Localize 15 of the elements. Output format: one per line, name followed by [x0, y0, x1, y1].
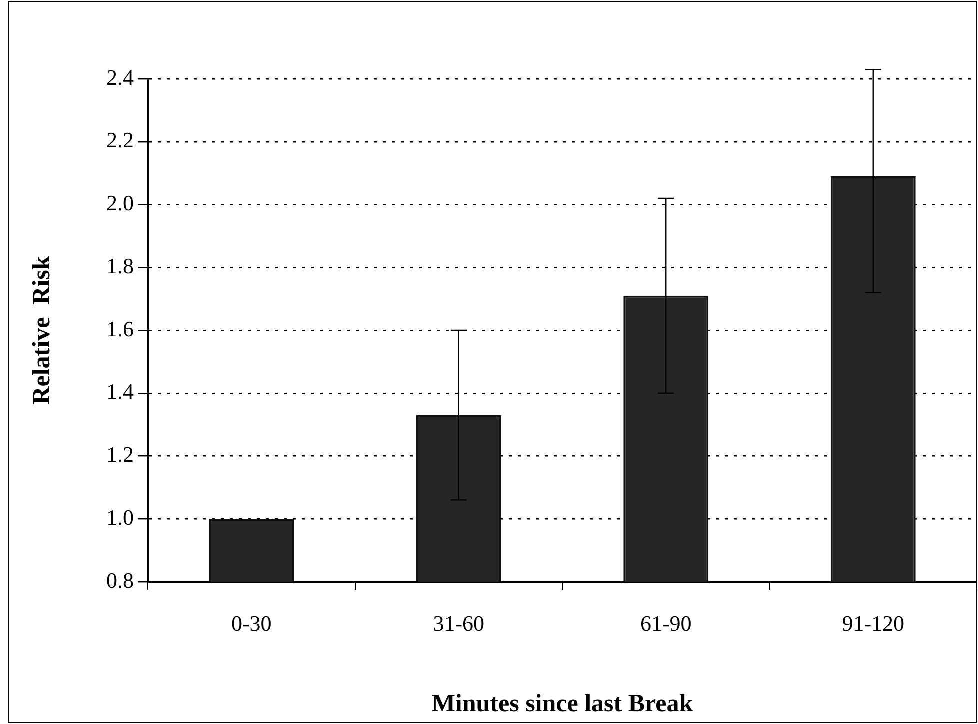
- x-axis-title: Minutes since last Break: [432, 690, 694, 718]
- x-tick-label: 91-120: [842, 610, 905, 636]
- y-tick-label: 2.0: [106, 190, 134, 216]
- y-tick-label: 1.0: [106, 504, 134, 530]
- y-tick-label: 1.6: [106, 316, 134, 342]
- x-tick-label: 0-30: [231, 610, 272, 636]
- y-tick-label: 1.4: [106, 379, 134, 404]
- y-axis-title: Relative Risk: [28, 256, 56, 405]
- y-tick-label: 2.4: [106, 64, 134, 90]
- y-tick-label: 1.2: [106, 442, 134, 468]
- y-tick-label: 1.8: [106, 253, 134, 278]
- y-tick-label: 0.8: [106, 568, 134, 593]
- x-tick-label: 31-60: [433, 610, 485, 636]
- x-tick-label: 61-90: [640, 610, 692, 636]
- y-tick-label: 2.2: [106, 128, 134, 153]
